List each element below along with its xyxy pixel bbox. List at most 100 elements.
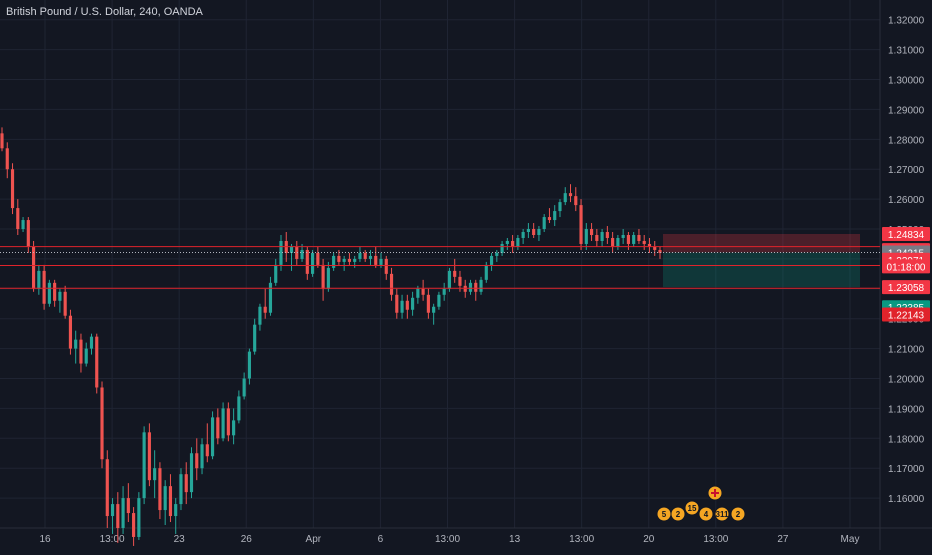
candle-body [447, 270, 452, 289]
economic-event-icon [730, 506, 746, 522]
candle-body [258, 306, 262, 325]
candle-body [121, 498, 125, 528]
candle-body [405, 300, 409, 310]
candle-body [411, 297, 415, 310]
economic-event-icon [698, 506, 714, 522]
candle-body [632, 234, 636, 244]
candle-body [395, 294, 399, 313]
x-tick-label: 27 [777, 534, 789, 545]
price-tag [882, 307, 930, 322]
y-tick-label: 1.29000 [888, 105, 925, 116]
candle-body [84, 348, 88, 364]
price-tag-label: 1.23058 [888, 283, 925, 294]
candle-body [195, 453, 199, 469]
candle-body [505, 240, 509, 244]
candle-body [442, 288, 446, 295]
candle-body [474, 282, 478, 292]
candle-body [237, 396, 241, 421]
candle-body [105, 459, 109, 517]
candle-body [374, 255, 378, 265]
price-tag-label: 1.22143 [888, 310, 925, 321]
candle-body [358, 252, 362, 259]
candle-body [337, 255, 341, 262]
candle-body [363, 252, 367, 259]
candle-body [595, 234, 599, 241]
y-tick-label: 1.20000 [888, 375, 925, 386]
candle-body [574, 196, 578, 206]
candle-body [37, 270, 41, 289]
candle-body [174, 504, 178, 517]
candle-body [389, 273, 394, 295]
candle-body [168, 486, 173, 517]
candle-body [516, 237, 520, 247]
candle-body [479, 279, 483, 292]
economic-event-icon [684, 500, 700, 516]
candle-body [616, 237, 620, 247]
candle-body [653, 246, 657, 250]
price-tag-label: 01:18:00 [887, 262, 926, 273]
candle-body [542, 217, 546, 230]
candle-body [305, 249, 309, 274]
candle-body [379, 258, 383, 265]
candle-body [200, 444, 204, 469]
candle-body [558, 202, 562, 212]
y-tick-label: 1.28000 [888, 135, 925, 146]
candle-body [153, 468, 157, 481]
candle-body [463, 285, 467, 292]
candle-body [468, 282, 473, 292]
candle-body [321, 264, 325, 289]
candle-body [600, 232, 604, 241]
candle-body [205, 444, 209, 457]
candle-body [605, 232, 609, 238]
candle-body [511, 240, 515, 247]
candle-body [400, 300, 404, 313]
candle-body [216, 417, 220, 439]
y-tick-label: 1.21000 [888, 345, 925, 356]
candle-body [163, 486, 167, 511]
candle-body [79, 339, 83, 364]
y-tick-label: 1.17000 [888, 464, 925, 475]
candle-body [489, 255, 494, 265]
candle-body [142, 432, 146, 499]
candle-body [116, 504, 120, 528]
candle-body [484, 264, 488, 280]
candle-body [347, 258, 352, 262]
stop-loss-zone [663, 233, 860, 253]
candle-body [584, 229, 588, 244]
economic-event-count: 15 [688, 504, 697, 513]
x-tick-label: 13:00 [703, 534, 728, 545]
candle-body [32, 246, 36, 289]
candle-body [521, 232, 525, 238]
candle-body [316, 252, 320, 265]
candle-body [89, 336, 94, 349]
candle-body [568, 193, 573, 197]
candle-body [458, 276, 462, 286]
candle-body [547, 217, 552, 221]
candle-body [495, 252, 499, 256]
candle-body [274, 264, 278, 283]
economic-event-count: 4 [704, 510, 709, 519]
candle-body [210, 417, 215, 457]
candle-body [58, 291, 62, 301]
candle-body [526, 229, 530, 233]
x-tick-label: 13:00 [100, 534, 125, 545]
candle-body [621, 234, 625, 238]
candle-body [242, 378, 246, 397]
candle-body [263, 306, 267, 313]
candle-body [295, 246, 299, 259]
economic-event-icon [670, 506, 686, 522]
x-tick-label: 13:00 [435, 534, 460, 545]
flag-cross [711, 489, 719, 497]
candle-body [589, 229, 594, 235]
x-tick-label: 20 [643, 534, 655, 545]
economic-event-count: 2 [676, 510, 681, 519]
candle-body [300, 249, 304, 259]
y-tick-label: 1.27000 [888, 165, 925, 176]
candle-body [658, 249, 662, 253]
candle-body [289, 246, 294, 253]
candle-body [126, 498, 130, 514]
candle-body [42, 270, 46, 304]
